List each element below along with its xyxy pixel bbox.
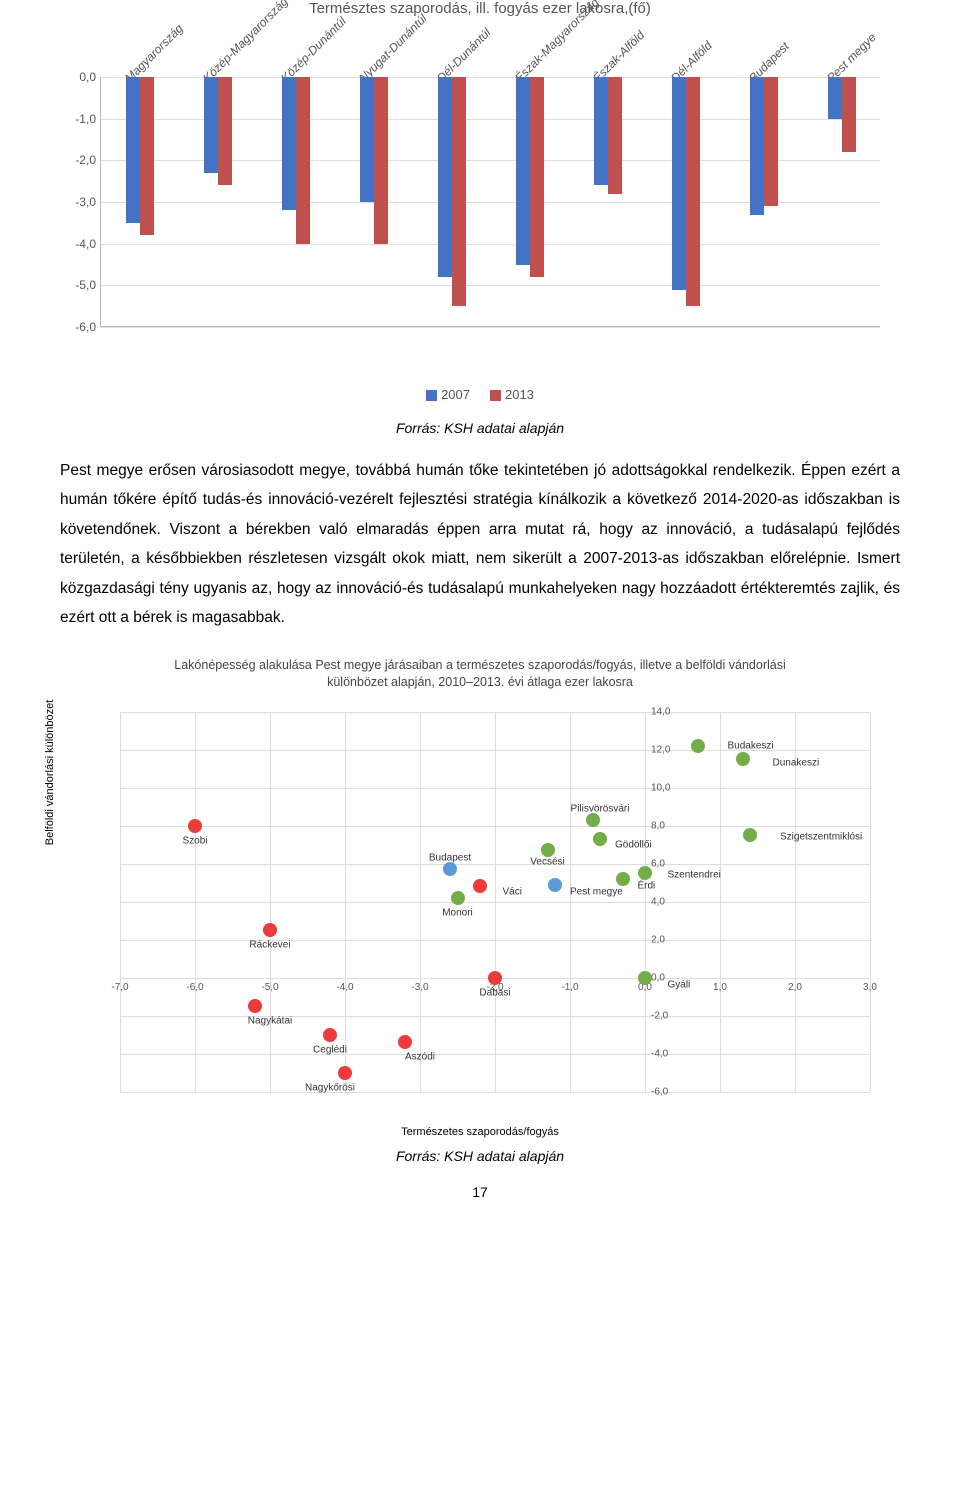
bar-chart: Természtes szaporodás, ill. fogyás ezer … [60,0,900,400]
chart2-frame: Belföldi vándorlási különbözet -7,0-6,0-… [80,702,880,1122]
body-paragraph: Pest megye erősen városiasodott megye, t… [60,456,900,633]
chart2-xlabel: Természetes szaporodás/fogyás [60,1126,900,1138]
chart1-source: Forrás: KSH adatai alapján [60,420,900,436]
chart2-ylabel: Belföldi vándorlási különbözet [44,699,56,845]
page-number: 17 [60,1184,900,1200]
scatter-chart: Lakónépesség alakulása Pest megye járása… [60,657,900,1138]
chart2-plot-area: -7,0-6,0-5,0-4,0-3,0-2,0-1,00,01,02,03,0… [120,712,870,1092]
chart1-legend: 20072013 [60,387,900,402]
chart2-source: Forrás: KSH adatai alapján [60,1148,900,1164]
chart1-title: Természtes szaporodás, ill. fogyás ezer … [60,0,900,17]
chart1-plot-area: -6,0-5,0-4,0-3,0-2,0-1,00,0MagyarországK… [100,77,880,327]
chart2-title: Lakónépesség alakulása Pest megye járása… [60,657,900,692]
